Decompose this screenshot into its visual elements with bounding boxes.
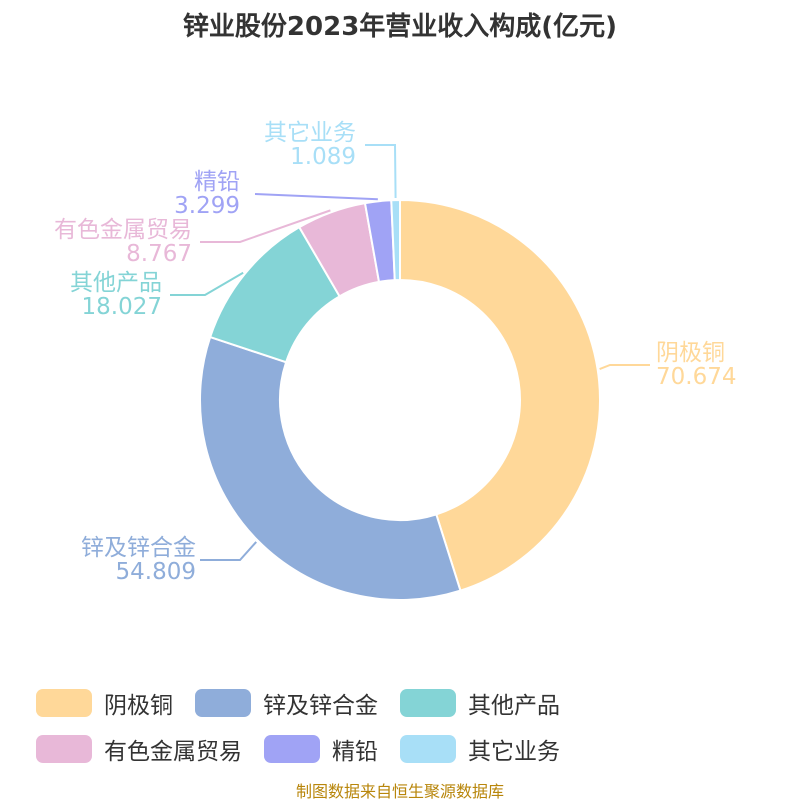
slice-value-4: 3.299 (174, 193, 240, 219)
slice-value-1: 54.809 (116, 559, 196, 585)
legend-swatch-3 (36, 735, 92, 763)
leader-line-5 (365, 144, 397, 199)
legend-item-1[interactable]: 锌及锌合金 (195, 688, 378, 719)
slice-value-3: 8.767 (126, 241, 192, 267)
slice-label-3: 有色金属贸易 (54, 217, 192, 243)
legend-label-1: 锌及锌合金 (263, 693, 378, 719)
legend-label-5: 其它业务 (468, 739, 560, 765)
legend-swatch-1 (195, 689, 251, 717)
slice-label-5: 其它业务 (264, 120, 356, 146)
legend-label-0: 阴极铜 (104, 693, 173, 719)
slice-label-0: 阴极铜 (656, 340, 725, 366)
legend-item-3[interactable]: 有色金属贸易 (36, 734, 242, 765)
slice-value-0: 70.674 (656, 364, 736, 390)
slice-value-5: 1.089 (290, 144, 356, 170)
legend-label-4: 精铅 (332, 739, 378, 765)
slice-1[interactable] (199, 335, 462, 601)
slice-0[interactable] (399, 198, 601, 592)
legend-swatch-0 (36, 689, 92, 717)
legend-swatch-2 (400, 689, 456, 717)
leader-line-0 (599, 364, 650, 371)
legend-label-3: 有色金属贸易 (104, 739, 242, 765)
slice-5[interactable] (390, 198, 401, 282)
legend-swatch-5 (400, 735, 456, 763)
legend-item-5[interactable]: 其它业务 (400, 734, 560, 765)
legend-swatch-4 (264, 735, 320, 763)
chart-legend: 阴极铜 锌及锌合金 其他产品有色金属贸易 精铅 其它业务 (36, 688, 776, 765)
leader-line-2 (170, 271, 244, 296)
slice-label-4: 精铅 (194, 169, 240, 195)
slice-value-2: 18.027 (82, 294, 162, 320)
slice-label-2: 其他产品 (70, 270, 162, 296)
slice-label-1: 锌及锌合金 (81, 535, 196, 561)
leader-line-1 (200, 541, 257, 561)
chart-title: 锌业股份2023年营业收入构成(亿元) (182, 12, 618, 42)
legend-label-2: 其他产品 (468, 693, 560, 719)
legend-item-4[interactable]: 精铅 (264, 734, 378, 765)
data-source-note: 制图数据来自恒生聚源数据库 (295, 782, 504, 801)
leader-line-4 (254, 193, 378, 201)
leader-line-3 (200, 209, 331, 243)
legend-item-0[interactable]: 阴极铜 (36, 688, 173, 719)
legend-item-2[interactable]: 其他产品 (400, 688, 560, 719)
